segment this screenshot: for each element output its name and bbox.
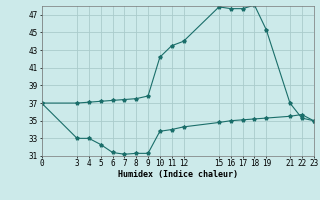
X-axis label: Humidex (Indice chaleur): Humidex (Indice chaleur) xyxy=(118,170,237,179)
